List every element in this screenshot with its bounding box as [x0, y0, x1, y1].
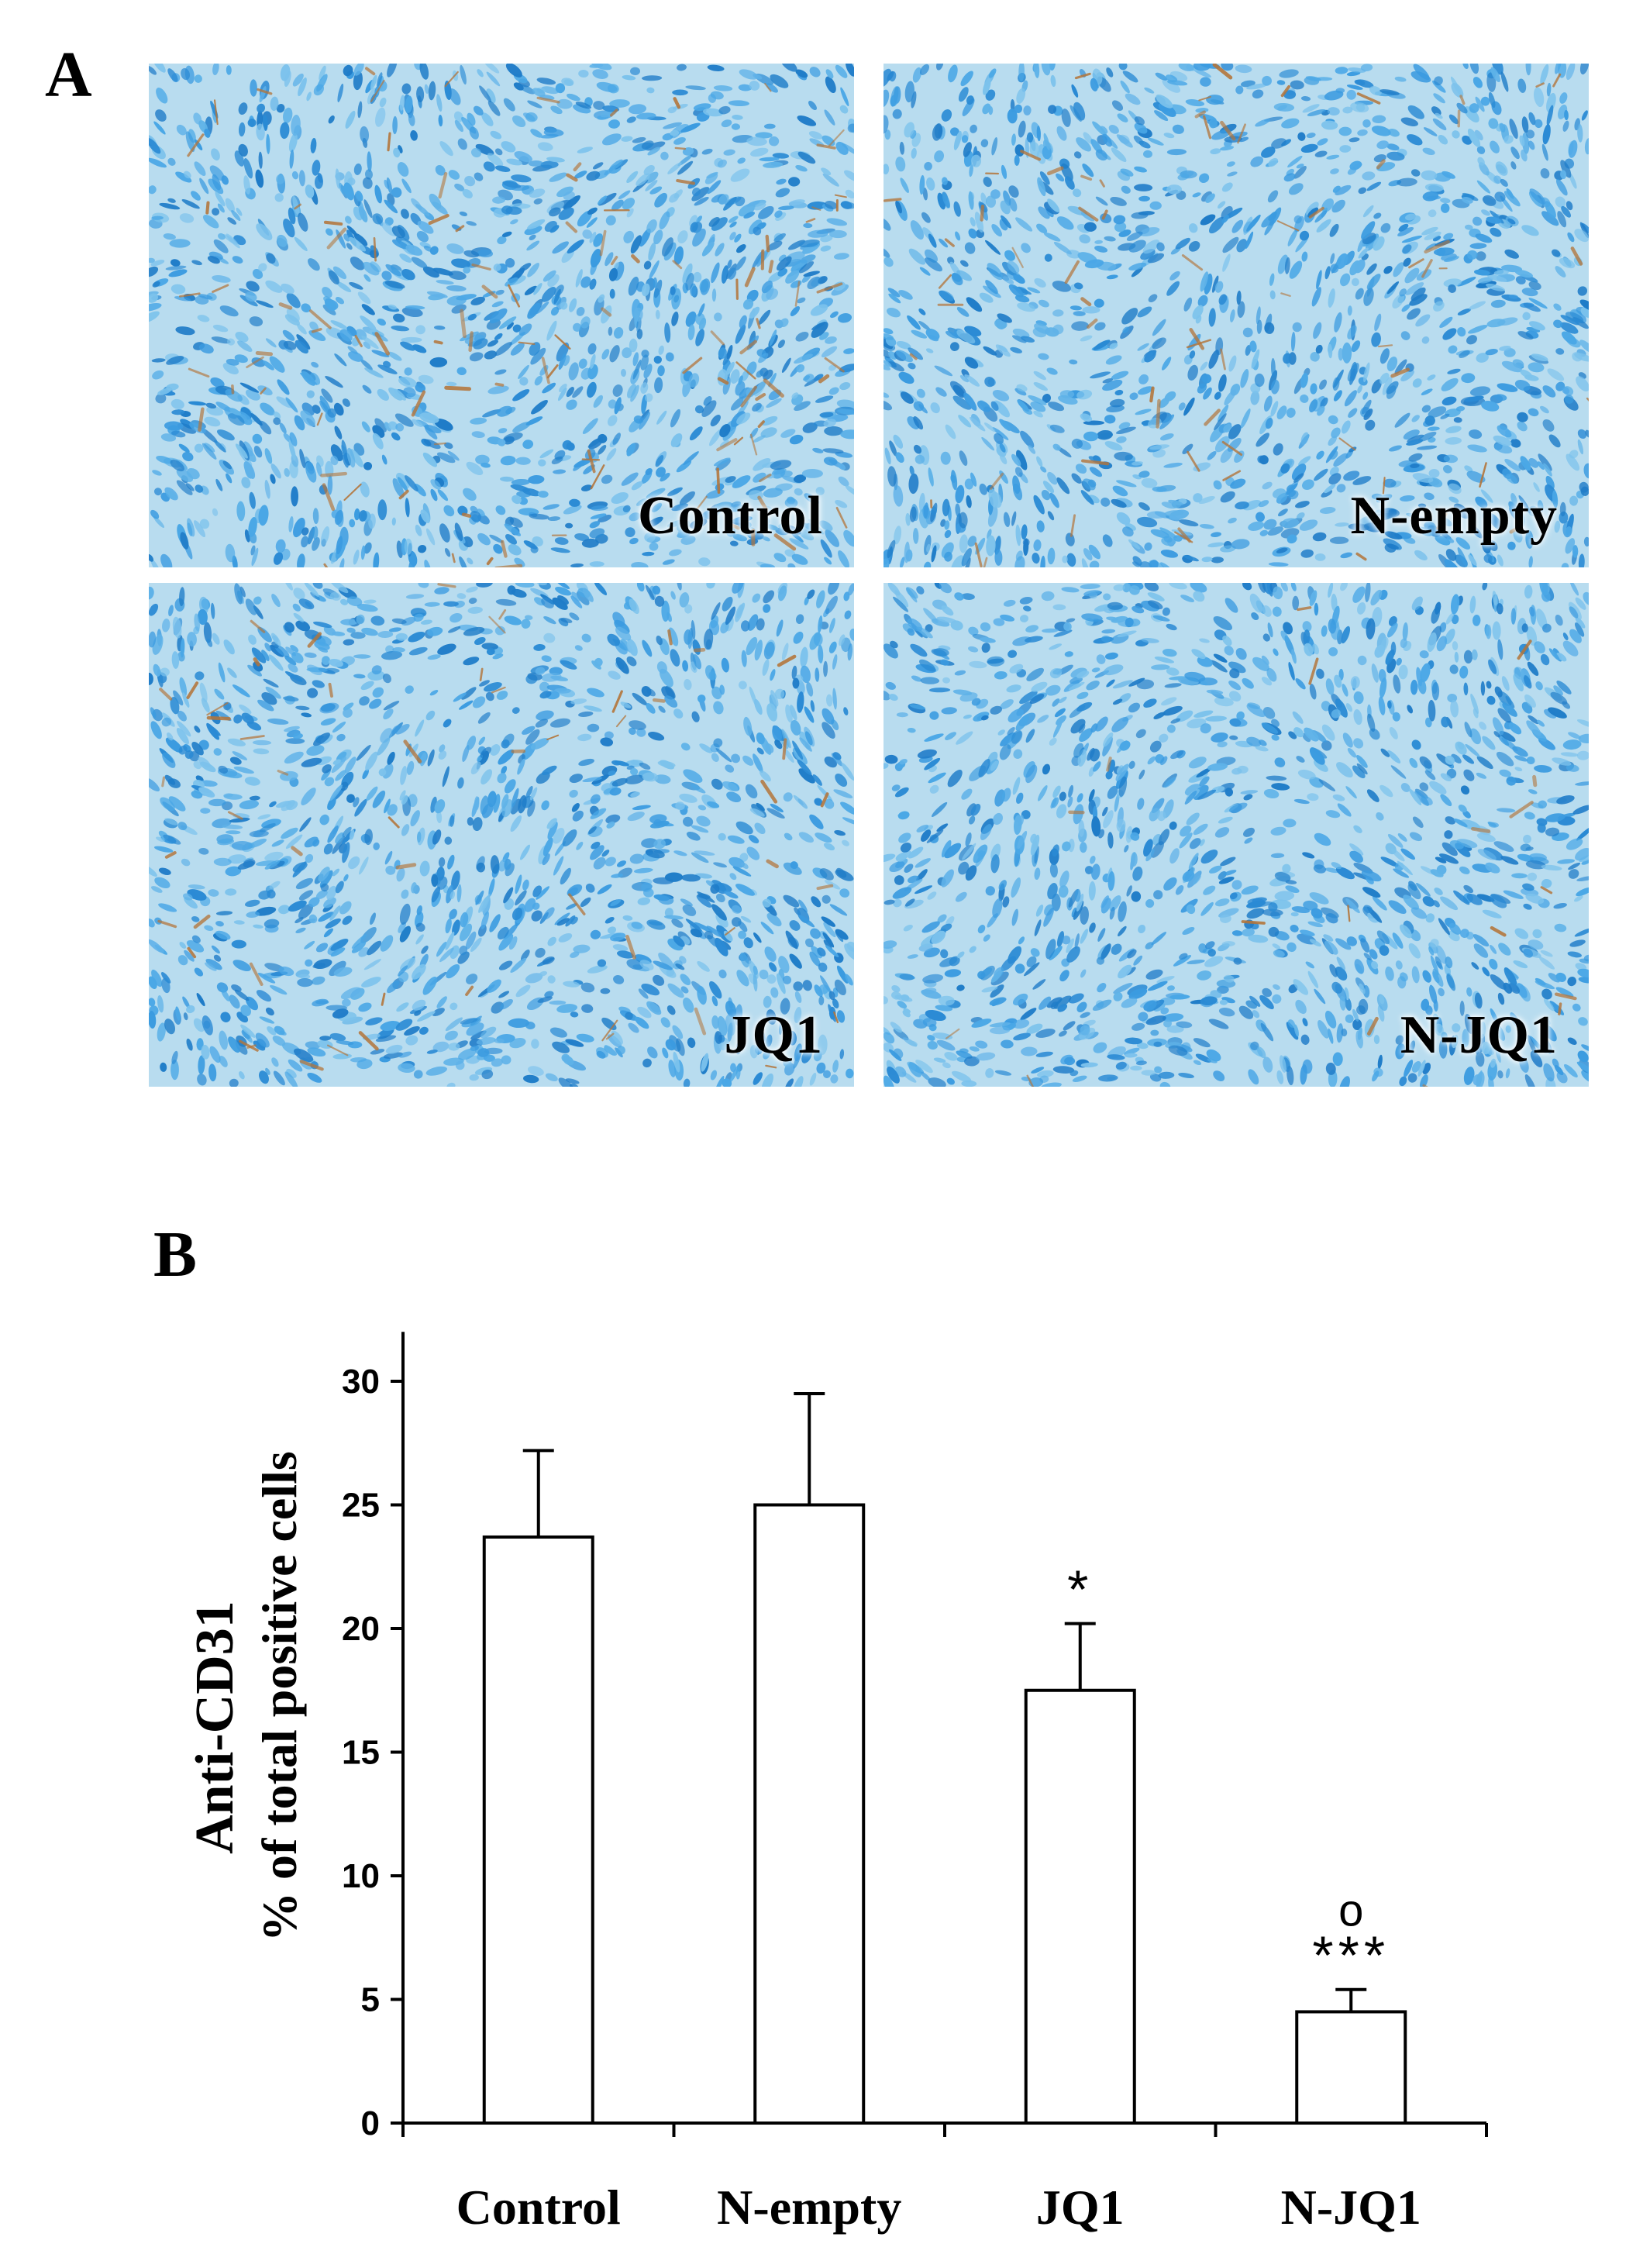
- micrograph-label: N-empty: [1350, 486, 1558, 546]
- bar-n-empty: [753, 1503, 866, 2125]
- y-tick-label: 10: [342, 1857, 380, 1895]
- y-tick-label: 20: [342, 1610, 380, 1648]
- tissue-texture: [149, 583, 854, 1087]
- tissue-texture: [149, 64, 854, 567]
- bar-n-jq1: [1295, 2010, 1407, 2125]
- bar-control: [482, 1535, 594, 2125]
- micrograph-label: N-JQ1: [1400, 1005, 1558, 1065]
- micrograph-control: Control: [149, 64, 854, 567]
- bar-chart: 0 5 10 15 20 25 30 Control N-empty JQ1 * N-JQ1 *** o A…: [0, 1318, 1643, 2268]
- panel-label-a: A: [45, 39, 92, 111]
- bar-jq1: [1024, 1688, 1136, 2125]
- x-category-label: Control: [456, 2180, 621, 2235]
- y-tick-label: 0: [361, 2104, 380, 2142]
- significance-marker: *: [1067, 1560, 1093, 1620]
- y-tick-label: 5: [361, 1981, 380, 2019]
- y-tick-label: 30: [342, 1363, 380, 1401]
- micrograph-n-jq1: N-JQ1: [884, 583, 1589, 1087]
- x-category-label: N-empty: [717, 2180, 901, 2235]
- tissue-texture: [884, 64, 1589, 567]
- micrograph-label: JQ1: [724, 1005, 823, 1065]
- significance-marker-secondary: o: [1338, 1886, 1363, 1936]
- chart-canvas: 0 5 10 15 20 25 30 Control N-empty JQ1 * N-JQ1 ***o A…: [185, 1332, 1488, 2235]
- x-category-label: N-JQ1: [1281, 2180, 1421, 2235]
- y-axis-title-line2: % of total positive cells: [252, 1451, 307, 1942]
- x-category-label: JQ1: [1036, 2180, 1125, 2235]
- micrograph-jq1: JQ1: [149, 583, 854, 1087]
- tissue-texture: [884, 583, 1589, 1087]
- micrograph-label: Control: [637, 486, 823, 546]
- significance-marker: ***: [1312, 1925, 1390, 1986]
- y-axis-title-line1: Anti-CD31: [185, 1601, 245, 1854]
- y-tick-label: 25: [342, 1487, 380, 1525]
- y-tick-label: 15: [342, 1734, 380, 1772]
- panel-label-b: B: [153, 1218, 198, 1291]
- micrograph-n-empty: N-empty: [884, 64, 1589, 567]
